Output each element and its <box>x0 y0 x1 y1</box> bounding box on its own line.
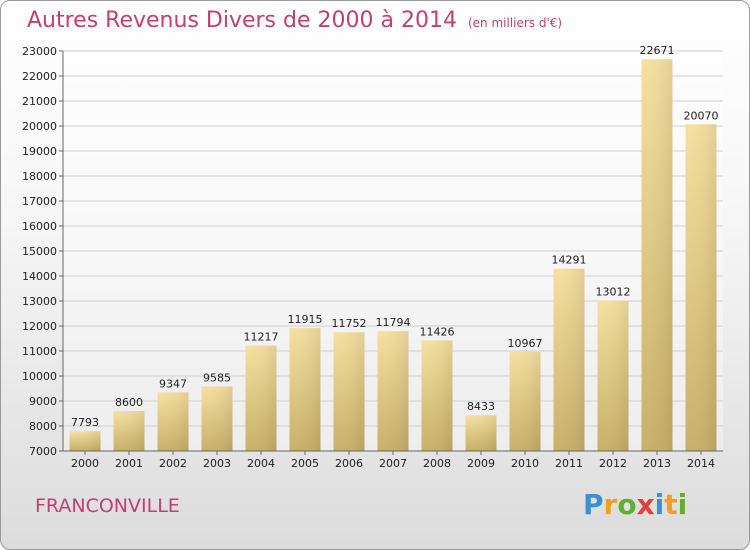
data-label: 14291 <box>552 254 587 267</box>
data-label: 11794 <box>376 316 411 329</box>
bar-shade <box>157 392 189 451</box>
bar-layer <box>69 59 717 451</box>
y-tick-label: 8000 <box>29 420 57 433</box>
y-tick-label: 15000 <box>22 245 57 258</box>
data-label: 11752 <box>332 317 367 330</box>
bar-shade <box>69 431 101 451</box>
data-label: 11426 <box>420 325 455 338</box>
bar-shade <box>421 340 453 451</box>
chart-title: Autres Revenus Divers de 2000 à 2014 (en… <box>27 8 562 33</box>
data-label: 7793 <box>71 416 99 429</box>
data-label: 22671 <box>640 44 675 57</box>
logo-letter: r <box>603 488 618 521</box>
y-tick-label: 9000 <box>29 395 57 408</box>
x-tick-label: 2012 <box>599 457 627 470</box>
x-tick-label: 2003 <box>203 457 231 470</box>
bar-shade <box>333 332 365 451</box>
data-label: 11915 <box>288 313 323 326</box>
x-tick-label: 2014 <box>687 457 715 470</box>
label-layer: 7793 8600 9347 9585 11217 11915 11752 11794 1142… <box>71 44 719 429</box>
data-label: 9585 <box>203 371 231 384</box>
x-tick-label: 2006 <box>335 457 363 470</box>
y-tick-label: 16000 <box>22 220 57 233</box>
bar-shade <box>553 268 585 451</box>
y-tick-label: 23000 <box>22 45 57 58</box>
x-tick-label: 2001 <box>115 457 143 470</box>
y-tick-label: 13000 <box>22 295 57 308</box>
logo-letter: x <box>636 488 655 521</box>
bar-shade <box>641 59 673 451</box>
x-tick-label: 2005 <box>291 457 319 470</box>
logo-letter: P <box>583 488 604 521</box>
logo-letter: i <box>654 488 665 521</box>
bar-shade <box>685 124 717 451</box>
data-label: 20070 <box>684 109 719 122</box>
data-label: 9347 <box>159 377 187 390</box>
x-tick-label: 2008 <box>423 457 451 470</box>
y-tick-label: 12000 <box>22 320 57 333</box>
x-tick-label: 2007 <box>379 457 407 470</box>
location-label: FRANCONVILLE <box>35 495 180 517</box>
data-label: 11217 <box>244 331 279 344</box>
x-tick-label: 2002 <box>159 457 187 470</box>
y-tick-label: 22000 <box>22 70 57 83</box>
data-label: 8600 <box>115 396 143 409</box>
bar-shade <box>201 386 233 451</box>
x-tick-label: 2013 <box>643 457 671 470</box>
y-tick-label: 17000 <box>22 195 57 208</box>
axis-layer: 7000 8000 9000 10000 11000 12000 13000 14000 150… <box>22 45 723 470</box>
y-tick-label: 19000 <box>22 145 57 158</box>
x-tick-label: 2009 <box>467 457 495 470</box>
logo-letter: i <box>677 488 688 521</box>
y-tick-label: 20000 <box>22 120 57 133</box>
bar-shade <box>377 331 409 451</box>
logo-letter: o <box>617 488 637 521</box>
x-tick-label: 2010 <box>511 457 539 470</box>
logo-letter: t <box>664 488 678 521</box>
data-label: 13012 <box>596 286 631 299</box>
y-tick-label: 7000 <box>29 445 57 458</box>
y-tick-label: 11000 <box>22 345 57 358</box>
chart-subtitle: (en milliers d'€) <box>467 16 563 30</box>
data-label: 8433 <box>467 400 495 413</box>
bar-shade <box>465 415 497 451</box>
bar-shade <box>113 411 145 451</box>
y-tick-label: 18000 <box>22 170 57 183</box>
y-tick-label: 14000 <box>22 270 57 283</box>
chart-title-text: Autres Revenus Divers de 2000 à 2014 <box>27 8 457 33</box>
bar-shade <box>597 300 629 451</box>
x-tick-label: 2004 <box>247 457 275 470</box>
bar-shade <box>509 351 541 451</box>
y-tick-label: 21000 <box>22 95 57 108</box>
y-tick-label: 10000 <box>22 370 57 383</box>
x-tick-label: 2011 <box>555 457 583 470</box>
proxiti-logo: Proxiti <box>583 488 687 521</box>
bar-shade <box>289 328 321 451</box>
x-tick-label: 2000 <box>71 457 99 470</box>
bar-shade <box>245 345 277 451</box>
data-label: 10967 <box>508 337 543 350</box>
